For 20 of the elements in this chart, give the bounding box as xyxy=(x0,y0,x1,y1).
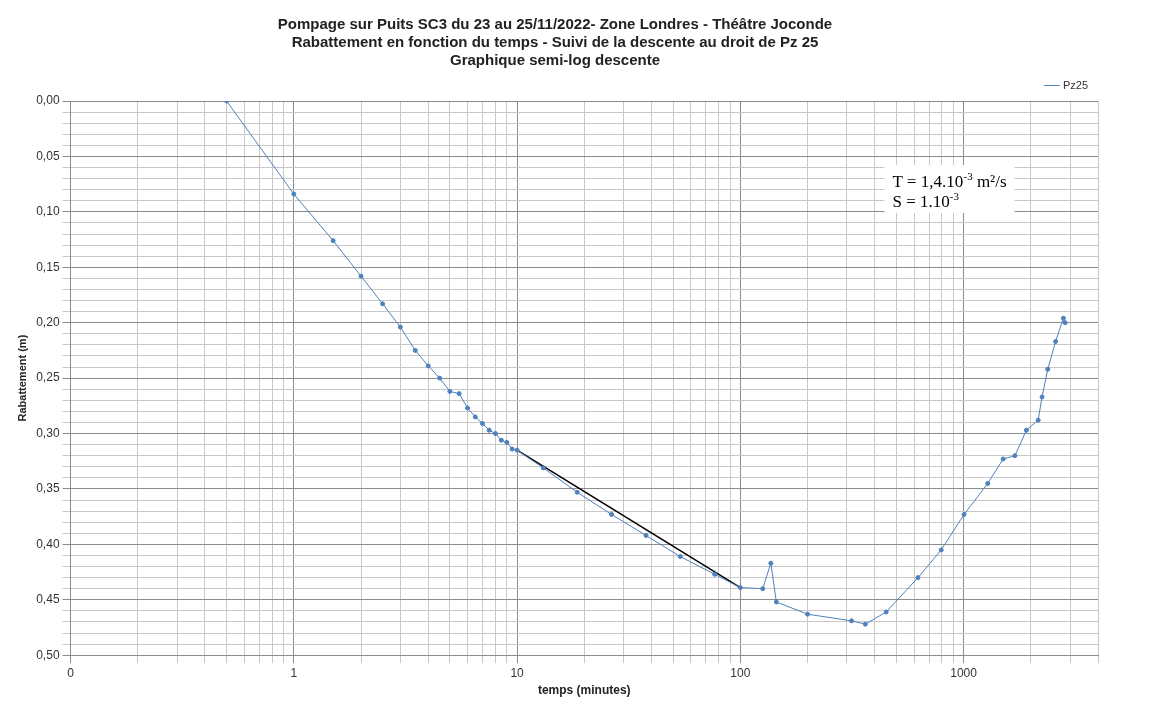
chart-title: Pompage sur Puits SC3 du 23 au 25/11/2022- Zone Londres - Théâtre Joconde Rabattement en fonction du temps - Suivi de la descente au droit de Pz 25 Graphique semi-log descente xyxy=(277,15,833,69)
y-tick-label: 0,20 xyxy=(36,314,60,329)
x-tick-label: 100 xyxy=(730,665,751,680)
y-tick-label: 0,35 xyxy=(36,481,60,496)
y-tick-label: 0,00 xyxy=(36,93,60,108)
x-tick-label: 10 xyxy=(510,665,525,680)
x-tick-label: 0 xyxy=(67,665,75,680)
y-tick-label: 0,15 xyxy=(36,259,60,274)
x-tick-label: 1000 xyxy=(950,665,978,680)
y-tick-label: 0,05 xyxy=(36,148,60,163)
x-tick-label: 1 xyxy=(290,665,298,680)
y-tick-label: 0,45 xyxy=(36,592,60,607)
y-tick-label: 0,30 xyxy=(36,425,60,440)
y-tick-label: 0,50 xyxy=(36,647,60,662)
y-tick-label: 0,40 xyxy=(36,536,60,551)
y-axis-title: Rabattement (m) xyxy=(15,334,28,422)
legend-label: Pz25 xyxy=(1062,78,1089,91)
y-tick-label: 0,25 xyxy=(36,370,60,385)
x-axis-title: temps (minutes) xyxy=(537,683,631,698)
y-tick-label: 0,10 xyxy=(36,204,60,219)
